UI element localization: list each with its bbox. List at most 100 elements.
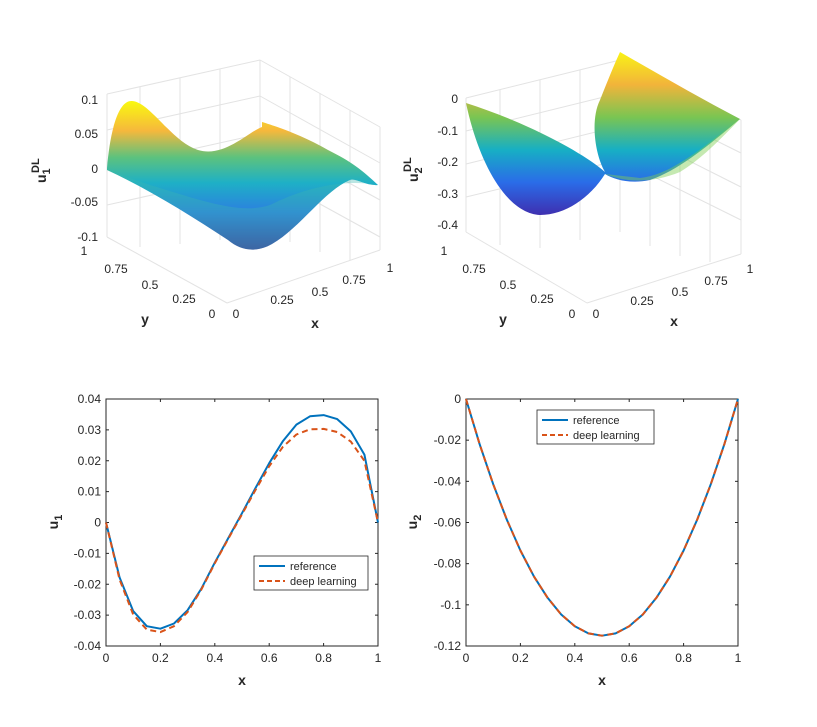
y-tick-label: -0.1 xyxy=(440,598,461,612)
x-axis-label: x xyxy=(670,313,678,329)
x-tick-label: 0 xyxy=(593,307,600,321)
y-tick-label: 0 xyxy=(209,307,216,321)
x-tick-label: 1 xyxy=(735,651,742,665)
z-label-main: u xyxy=(33,174,49,183)
y-tick-label: 0.75 xyxy=(462,262,486,276)
x-axis-label: x xyxy=(238,672,246,688)
svg-text:u2: u2 xyxy=(405,167,425,182)
legend: reference deep learning xyxy=(253,555,369,591)
surface-plot-u2: 0 -0.1 -0.2 -0.3 -0.4 1 0.75 0.5 0.25 0 … xyxy=(402,52,754,329)
y-tick-label: 0.5 xyxy=(142,278,159,292)
x-tick-label: 0 xyxy=(233,307,240,321)
y-axis-label: y xyxy=(499,311,507,327)
svg-text:u2: u2 xyxy=(404,515,424,530)
y-tick-label: -0.02 xyxy=(434,433,462,447)
y-tick-label: 0.02 xyxy=(78,454,102,468)
x-tick-label: 0.25 xyxy=(630,294,654,308)
x-tick-label: 0.8 xyxy=(675,651,692,665)
y-tick-label: -0.12 xyxy=(434,639,462,653)
y-axis-label: u2 xyxy=(404,515,424,530)
tick-labels: 0 0.2 0.4 0.6 0.8 1 -0.12 -0.1 -0.08 -0.06 -0.04 -0… xyxy=(434,392,742,665)
legend-label: reference xyxy=(290,561,336,573)
series-line-deep-learning xyxy=(465,398,739,637)
y-tick-label: 0.75 xyxy=(104,262,128,276)
x-axis-label: x xyxy=(598,672,606,688)
legend-label: deep learning xyxy=(290,576,357,588)
y-axis-label: y xyxy=(141,311,149,327)
series-lines xyxy=(465,398,739,637)
x-tick-label: 1 xyxy=(747,262,754,276)
y-label-main: u xyxy=(45,521,61,530)
x-tick-label: 0.6 xyxy=(261,651,278,665)
y-tick-label: 0.01 xyxy=(78,485,102,499)
surface-plot-u1: 0.1 0.05 0 -0.05 -0.1 1 0.75 0.5 0.25 0 … xyxy=(30,59,394,331)
y-tick-label: -0.08 xyxy=(434,557,462,571)
y-tick-label: 0 xyxy=(454,392,461,406)
y-tick-label: 1 xyxy=(81,244,88,258)
z-label-sup: DL xyxy=(402,157,414,172)
y-tick-label: 1 xyxy=(441,244,448,258)
surface-u2-ticks: 0 -0.1 -0.2 -0.3 -0.4 1 0.75 0.5 0.25 0 … xyxy=(437,92,753,321)
y-tick-label: 0.5 xyxy=(500,278,517,292)
legend-label: deep learning xyxy=(573,430,640,442)
y-tick-label: 0 xyxy=(569,307,576,321)
x-tick-label: 0.2 xyxy=(152,651,169,665)
y-tick-label: -0.01 xyxy=(74,546,102,560)
surface-u1-ticks: 0.1 0.05 0 -0.05 -0.1 1 0.75 0.5 0.25 0 … xyxy=(71,93,394,321)
x-axis-label: x xyxy=(311,315,319,331)
y-tick-label: -0.03 xyxy=(74,608,102,622)
x-tick-label: 0.25 xyxy=(270,293,294,307)
line-chart-u2: 0 0.2 0.4 0.6 0.8 1 -0.12 -0.1 -0.08 -0.06 -0.04 -0… xyxy=(404,392,742,688)
y-label-sub: 1 xyxy=(53,515,65,521)
surface-u2 xyxy=(466,52,740,215)
x-tick-label: 0 xyxy=(103,651,110,665)
plot-area xyxy=(105,398,379,647)
y-tick-label: 0 xyxy=(94,516,101,530)
y-label-sub: 2 xyxy=(412,515,424,521)
y-tick-label: -0.04 xyxy=(74,639,102,653)
x-tick-label: 1 xyxy=(375,651,382,665)
z-tick-label: -0.4 xyxy=(437,218,458,232)
z-tick-label: 0.05 xyxy=(75,127,99,141)
y-tick-label: 0.04 xyxy=(78,392,102,406)
z-tick-label: -0.1 xyxy=(437,124,458,138)
y-label-main: u xyxy=(404,521,420,530)
legend-label: reference xyxy=(573,415,619,427)
x-tick-label: 0.4 xyxy=(206,651,223,665)
z-tick-label: -0.05 xyxy=(71,195,99,209)
z-tick-label: 0.1 xyxy=(81,93,98,107)
z-label-sub: 2 xyxy=(413,167,425,173)
y-tick-label: 0.03 xyxy=(78,423,102,437)
y-tick-label: -0.04 xyxy=(434,474,462,488)
y-tick-label: -0.06 xyxy=(434,516,462,530)
z-tick-label: 0 xyxy=(451,92,458,106)
series-lines xyxy=(105,414,379,634)
x-tick-label: 0.8 xyxy=(315,651,332,665)
legend-box xyxy=(536,409,655,445)
z-label-main: u xyxy=(405,173,421,182)
x-tick-label: 0.4 xyxy=(566,651,583,665)
tick-labels: 0 0.2 0.4 0.6 0.8 1 -0.04 -0.03 -0.02 -0.01 0 0.01 0… xyxy=(74,392,382,665)
z-label-sub: 1 xyxy=(41,168,53,174)
svg-text:u1: u1 xyxy=(45,515,65,530)
z-axis-label: u1 DL xyxy=(30,158,53,183)
y-axis-label: u1 xyxy=(45,515,65,530)
x-tick-label: 0.75 xyxy=(704,274,728,288)
z-label-sup: DL xyxy=(30,158,42,173)
series-line-deep-learning xyxy=(105,427,379,634)
x-tick-label: 0.6 xyxy=(621,651,638,665)
surface-u1-shade xyxy=(107,170,378,250)
legend-box xyxy=(253,555,369,591)
z-tick-label: -0.3 xyxy=(437,187,458,201)
z-axis-label: u2 DL xyxy=(402,157,425,182)
line-chart-u1: 0 0.2 0.4 0.6 0.8 1 -0.04 -0.03 -0.02 -0.01 0 0.01 0… xyxy=(45,392,382,688)
legend: reference deep learning xyxy=(536,409,655,445)
y-tick-label: 0.25 xyxy=(530,292,554,306)
z-tick-label: -0.2 xyxy=(437,155,458,169)
x-tick-label: 1 xyxy=(387,261,394,275)
x-tick-label: 0.5 xyxy=(672,285,689,299)
x-tick-label: 0.2 xyxy=(512,651,529,665)
z-tick-label: 0 xyxy=(91,162,98,176)
y-tick-label: -0.02 xyxy=(74,577,102,591)
